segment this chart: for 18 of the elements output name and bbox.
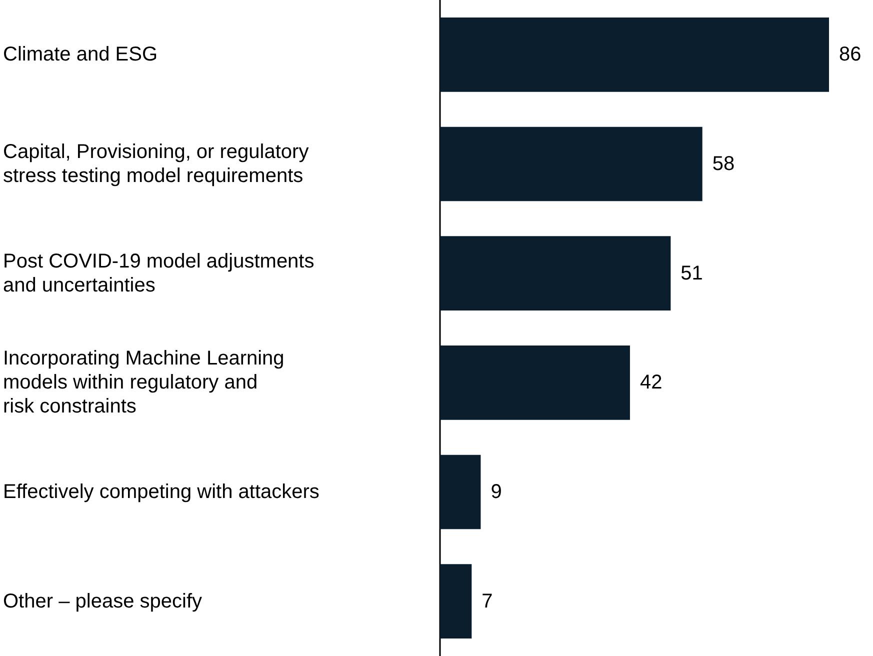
y-tick-label: Other – please specify bbox=[3, 590, 202, 612]
bar bbox=[440, 236, 671, 311]
bar bbox=[440, 17, 829, 92]
data-label: 7 bbox=[482, 590, 493, 612]
bar bbox=[440, 454, 481, 530]
data-label: 58 bbox=[712, 153, 735, 175]
bar bbox=[440, 126, 702, 202]
y-tick-label: Effectively competing with attackers bbox=[3, 481, 320, 503]
bar bbox=[440, 345, 630, 420]
data-label: 86 bbox=[839, 44, 862, 66]
y-tick-label: Post COVID-19 model adjustments and uncertainties bbox=[3, 250, 314, 296]
bar bbox=[440, 564, 472, 639]
y-tick-label: Climate and ESG bbox=[3, 44, 158, 66]
data-label: 9 bbox=[490, 481, 502, 503]
y-tick-label: Incorporating Machine Learning models within regulatory and risk constraints bbox=[3, 348, 284, 418]
data-label: 42 bbox=[640, 372, 662, 394]
y-tick-label: Capital, Provisioning, or regulatory stress testing model requirements bbox=[3, 141, 309, 187]
data-label: 51 bbox=[680, 262, 703, 284]
